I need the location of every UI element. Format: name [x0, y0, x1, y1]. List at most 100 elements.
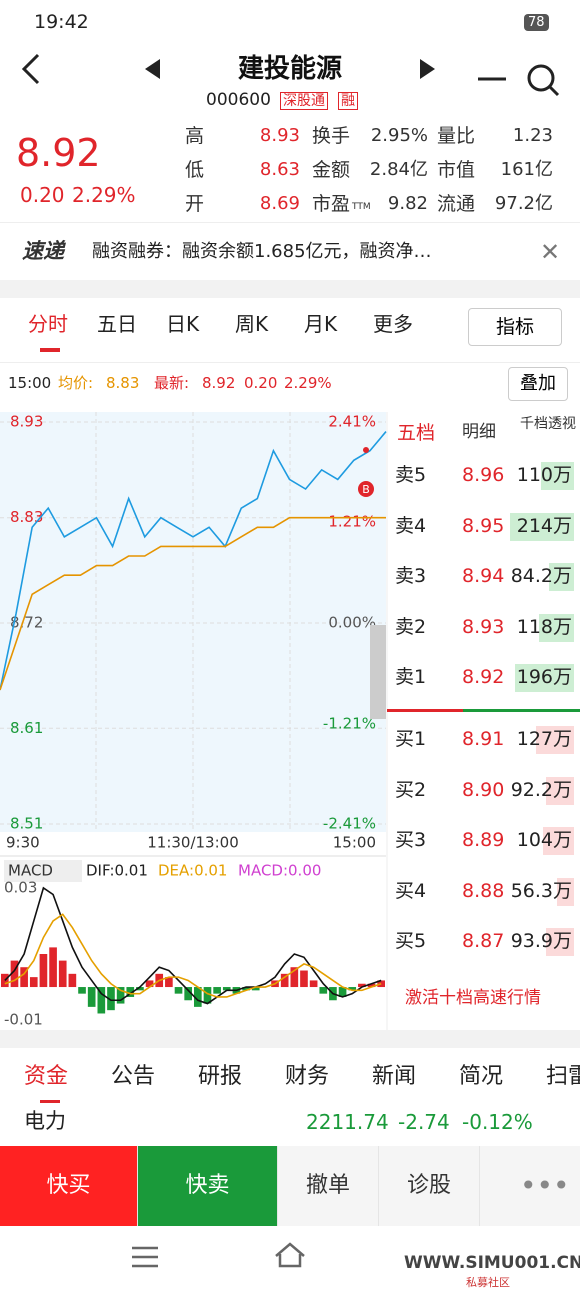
macd-bar — [348, 987, 357, 991]
tab[interactable]: 周K — [235, 312, 269, 336]
book-tab[interactable]: 千档透视 — [520, 416, 576, 432]
y-tick-label: 8.93 — [10, 413, 43, 431]
macd-bar — [126, 987, 135, 997]
macd-bar — [222, 987, 231, 991]
stat-label: 流通 — [437, 193, 476, 215]
bottom-tab[interactable]: 简况 — [459, 1064, 504, 1089]
macd-bar — [107, 987, 115, 1011]
stat-value: 97.2亿 — [494, 193, 553, 214]
bottom-tab[interactable]: 扫雷 — [546, 1064, 580, 1089]
home[interactable] — [275, 1242, 305, 1268]
action-button[interactable] — [480, 1146, 580, 1226]
action-button[interactable]: 撤单 — [278, 1146, 379, 1226]
action-button[interactable]: 快卖 — [138, 1146, 278, 1226]
bottom-tab[interactable]: 资金 — [24, 1064, 69, 1089]
macd-bar — [280, 973, 289, 988]
stat-value: 1.23 — [512, 125, 553, 146]
book-label: 买1 — [395, 728, 427, 750]
book-label: 卖3 — [395, 565, 427, 588]
tab-underline — [40, 1100, 60, 1103]
y-tick-label: 8.61 — [10, 719, 43, 737]
index-pct: -0.12% — [462, 1110, 533, 1134]
stat-value: 8.69 — [259, 193, 300, 214]
macd-tick: -0.01 — [4, 1011, 43, 1029]
bottom-tab[interactable]: 新闻 — [372, 1064, 417, 1089]
stat-label: 量比 — [437, 125, 476, 147]
overlay-button[interactable]: 叠加 — [508, 367, 568, 401]
volume-bar — [542, 827, 574, 856]
tab[interactable]: 更多 — [373, 312, 413, 336]
action-button[interactable]: 诊股 — [379, 1146, 480, 1226]
gap — [0, 1030, 580, 1048]
book-label: 买2 — [395, 778, 427, 801]
search-handle — [548, 85, 560, 97]
book-volume: 110万 — [516, 464, 572, 486]
stat-value: 161亿 — [500, 159, 553, 180]
volume-bar — [536, 726, 574, 754]
action-button[interactable]: 快买 — [0, 1146, 138, 1226]
book-label: 买5 — [395, 930, 427, 953]
book-label: 买3 — [395, 829, 427, 852]
y2-tick-label: -1.21% — [323, 714, 376, 732]
book-volume: 104万 — [516, 829, 572, 852]
macd-bar — [58, 960, 67, 988]
search[interactable] — [527, 64, 555, 92]
x-label: 11:30/13:00 — [147, 834, 239, 852]
macd-bar — [78, 987, 86, 994]
y-tick-label: 8.72 — [10, 614, 43, 632]
x-label: 15:00 — [333, 834, 376, 852]
indicator-button[interactable]: 指标 — [468, 308, 562, 346]
back[interactable] — [21, 53, 40, 85]
stat-value: 9.82 — [387, 193, 428, 214]
stat-label: 换手 — [312, 125, 351, 147]
book-tab[interactable]: 明细 — [462, 422, 496, 442]
volume-bar — [548, 563, 574, 592]
book-volume: 93.9万 — [510, 930, 572, 953]
macd-bar — [97, 987, 106, 1014]
divider — [0, 222, 580, 223]
next[interactable] — [420, 59, 435, 79]
book-button[interactable]: 激活十档高速行情 — [405, 988, 541, 1008]
index-value: 2211.74 — [306, 1110, 389, 1134]
bottom-tab[interactable]: 公告 — [111, 1064, 156, 1089]
macd-bar — [194, 987, 202, 1007]
macd-bar — [68, 973, 77, 988]
stock-name: 建投能源 — [237, 54, 342, 84]
volume-bar — [538, 613, 574, 642]
stock-code: 000600 — [206, 90, 271, 110]
book-price: 8.95 — [462, 514, 505, 537]
stat-value: 8.63 — [259, 159, 300, 180]
tab[interactable]: 月K — [304, 312, 338, 336]
tab[interactable]: 日K — [166, 312, 200, 336]
stat-label: 市值 — [437, 159, 476, 181]
bottom-tab[interactable]: 研报 — [198, 1064, 243, 1089]
macd-legend: DEA:0.01 — [158, 862, 227, 880]
stat-value: 2.95% — [370, 125, 428, 146]
book-volume: 127万 — [516, 728, 572, 750]
tab[interactable]: 五日 — [97, 312, 137, 336]
macd-bar — [145, 980, 154, 988]
change-pct: 2.29% — [72, 183, 136, 207]
avg-label: 均价: — [58, 374, 94, 392]
tab[interactable]: 分时 — [28, 312, 68, 336]
macd-name-box — [4, 860, 82, 882]
bottom-tab[interactable]: 财务 — [285, 1064, 330, 1089]
macd-name: MACD — [8, 862, 53, 880]
book-price: 8.92 — [462, 666, 505, 689]
marker-b-label: B — [362, 483, 370, 496]
macd-bar — [251, 987, 260, 991]
tag: 深股通 — [280, 92, 328, 110]
prev[interactable] — [145, 59, 160, 79]
more[interactable]: ••• — [520, 1169, 570, 1202]
macd-bar — [358, 983, 366, 988]
news-text[interactable]: 融资融券：融资余额1.685亿元，融资净… — [92, 241, 432, 262]
close[interactable]: ✕ — [540, 238, 561, 266]
book-label: 卖4 — [395, 514, 427, 537]
book-price: 8.94 — [462, 565, 505, 588]
macd-bar — [39, 954, 48, 988]
book-volume: 196万 — [516, 666, 572, 689]
macd-bar — [300, 970, 308, 988]
book-tab[interactable]: 五档 — [397, 422, 436, 444]
macd-bar — [87, 987, 96, 1007]
macd-legend: DIF:0.01 — [86, 862, 148, 880]
